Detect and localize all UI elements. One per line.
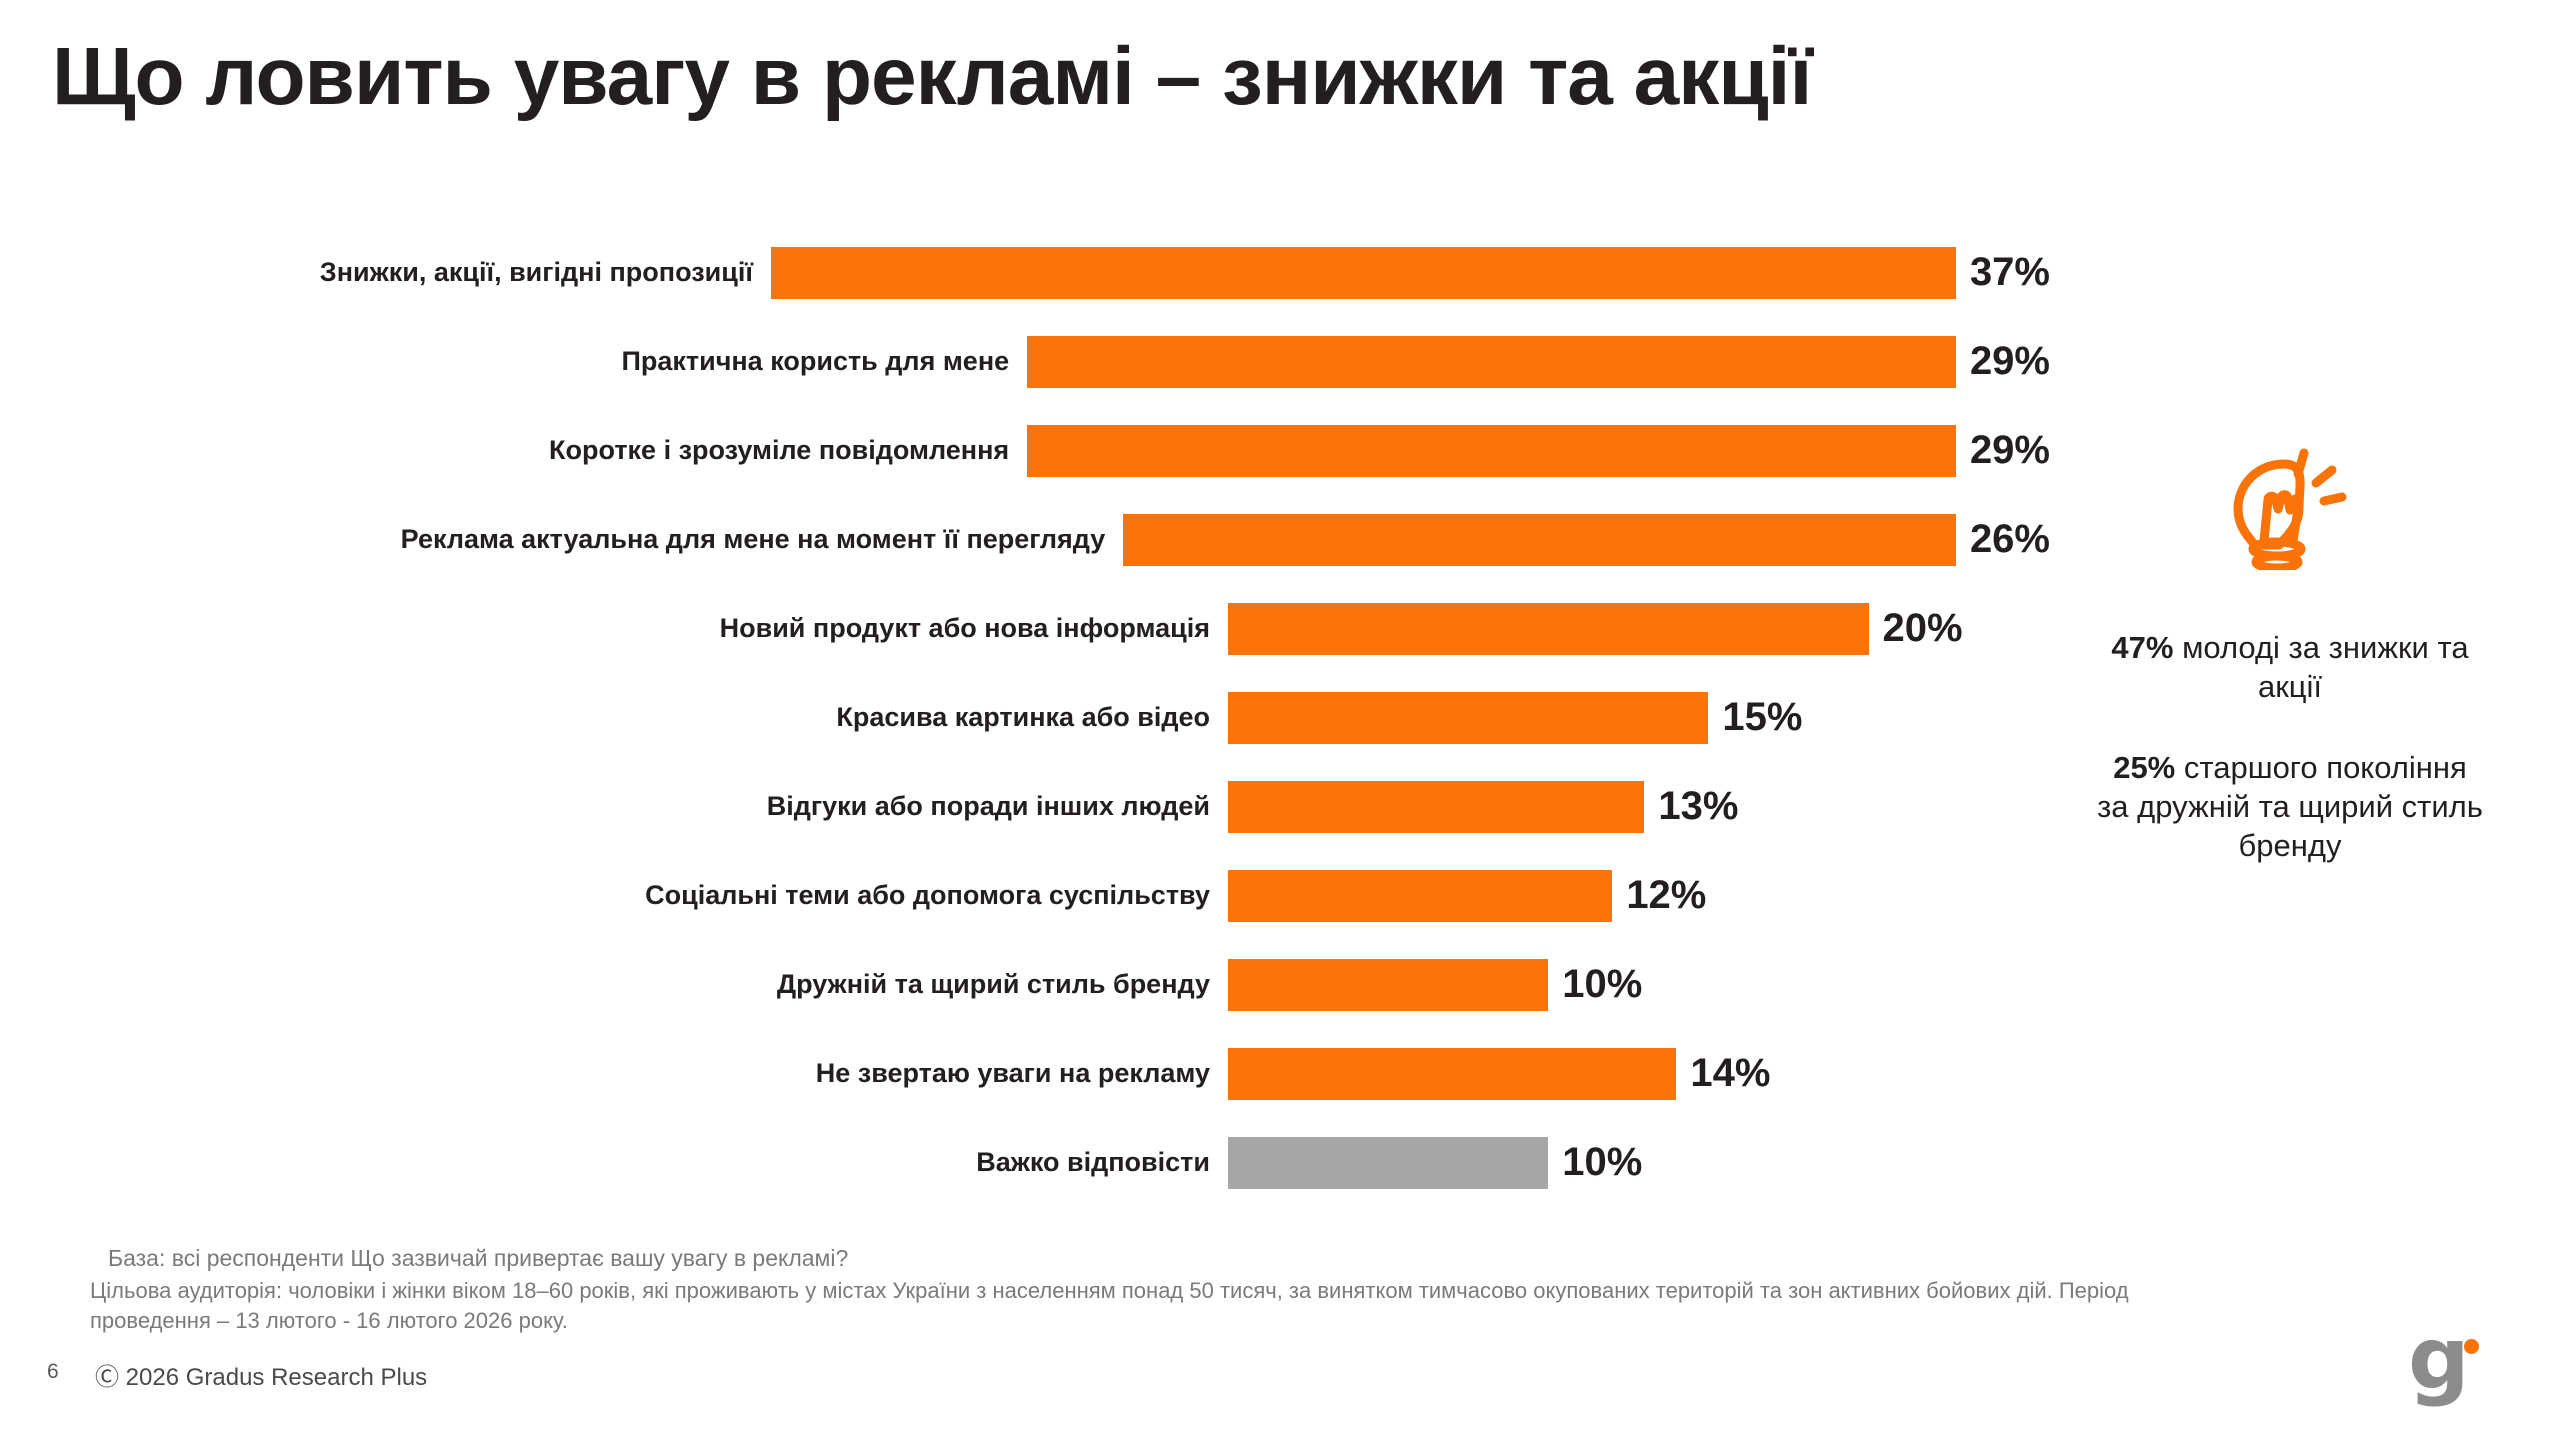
callout-item: 25% старшого покоління за дружній та щир… bbox=[2095, 748, 2485, 865]
callout-text: молоді за знижки та акції bbox=[2173, 630, 2469, 705]
chart-bar-value: 26% bbox=[1969, 517, 2050, 561]
chart-bar-wrap: 10% bbox=[1228, 1118, 2050, 1207]
chart-bar bbox=[1228, 1136, 1549, 1189]
chart-row-label: Коротке і зрозуміле повідомлення bbox=[549, 434, 1010, 465]
chart-row-label: Красива картинка або відео bbox=[836, 701, 1210, 732]
chart-bar-value: 29% bbox=[1969, 428, 2050, 472]
chart-bar-wrap: 15% bbox=[1228, 673, 2050, 762]
chart-row: Дружній та щирий стиль бренду 10% bbox=[0, 940, 2050, 1029]
chart-bar bbox=[1228, 958, 1549, 1011]
footnotes: База: всі респонденти Що зазвичай привер… bbox=[90, 1243, 2288, 1335]
chart-bar-wrap: 10% bbox=[1228, 940, 2050, 1029]
chart-row-label: Дружній та щирий стиль бренду bbox=[776, 968, 1210, 999]
chart-bar-value: 10% bbox=[1562, 962, 1643, 1006]
chart-row: Красива картинка або відео 15% bbox=[0, 673, 2050, 762]
callout-value: 25% bbox=[2113, 750, 2176, 786]
chart-row: Не звертаю уваги на рекламу 14% bbox=[0, 1029, 2050, 1118]
callout-text: старшого покоління за дружній та щирий с… bbox=[2097, 750, 2483, 864]
footnote-base: База: всі респонденти Що зазвичай привер… bbox=[108, 1245, 849, 1271]
chart-bar-value: 14% bbox=[1690, 1051, 1771, 1095]
chart-bar bbox=[1228, 780, 1645, 833]
gradus-logo: g bbox=[2408, 1316, 2498, 1405]
chart-row-label: Новий продукт або нова інформація bbox=[719, 612, 1210, 643]
chart-row: Важко відповісти 10% bbox=[0, 1118, 2050, 1207]
chart-bar bbox=[770, 246, 1956, 299]
insight-panel: 47% молоді за знижки та акції 25% старшо… bbox=[2095, 440, 2485, 907]
bar-chart: Знижки, акції, вигідні пропозиції 37% Прак… bbox=[0, 228, 2050, 1207]
chart-row-label: Практична користь для мене bbox=[621, 345, 1010, 376]
chart-bar-wrap: 37% bbox=[770, 228, 2050, 317]
chart-row-label: Соціальні теми або допомога суспільству bbox=[645, 879, 1210, 910]
chart-bar-value: 13% bbox=[1658, 784, 1739, 828]
chart-row: Соціальні теми або допомога суспільству 1… bbox=[0, 851, 2050, 940]
chart-bar-wrap: 29% bbox=[1027, 406, 2050, 495]
lightbulb-icon bbox=[2233, 448, 2347, 570]
chart-bar-wrap: 12% bbox=[1228, 851, 2050, 940]
chart-row-label: Знижки, акції, вигідні пропозиції bbox=[319, 256, 753, 287]
page-number: 6 bbox=[47, 1360, 59, 1383]
chart-bar bbox=[1228, 1047, 1677, 1100]
chart-bar-wrap: 26% bbox=[1123, 495, 2050, 584]
chart-bar-value: 29% bbox=[1969, 339, 2050, 383]
callout-item: 47% молоді за знижки та акції bbox=[2095, 628, 2485, 706]
chart-bar bbox=[1228, 869, 1613, 922]
chart-row: Відгуки або поради інших людей 13% bbox=[0, 762, 2050, 851]
chart-bar-value: 10% bbox=[1562, 1140, 1643, 1184]
chart-bar bbox=[1123, 513, 1956, 566]
footnote-audience: Цільова аудиторія: чоловіки і жінки віко… bbox=[90, 1278, 2129, 1333]
chart-row-label: Важко відповісти bbox=[976, 1146, 1210, 1177]
copyright-notice: Ⓒ 2026 Gradus Research Plus bbox=[95, 1364, 428, 1391]
logo-dot-icon bbox=[2464, 1339, 2479, 1354]
logo-letter: g bbox=[2408, 1309, 2470, 1409]
chart-bar-wrap: 13% bbox=[1228, 762, 2050, 851]
chart-row-label: Реклама актуальна для мене на момент її … bbox=[400, 523, 1106, 554]
page-title: Що ловить увагу в рекламі – знижки та ак… bbox=[52, 31, 1813, 122]
chart-row: Новий продукт або нова інформація 20% bbox=[0, 584, 2050, 673]
chart-row: Практична користь для мене 29% bbox=[0, 317, 2050, 406]
chart-bar-wrap: 20% bbox=[1228, 584, 2050, 673]
chart-bar-wrap: 29% bbox=[1027, 317, 2050, 406]
chart-bar-wrap: 14% bbox=[1228, 1029, 2050, 1118]
chart-row: Знижки, акції, вигідні пропозиції 37% bbox=[0, 228, 2050, 317]
chart-bar bbox=[1027, 335, 1956, 388]
chart-bar bbox=[1228, 691, 1709, 744]
chart-bar bbox=[1228, 602, 1869, 655]
chart-row: Реклама актуальна для мене на момент її … bbox=[0, 495, 2050, 584]
chart-row-label: Не звертаю уваги на рекламу bbox=[815, 1057, 1210, 1088]
chart-row: Коротке і зрозуміле повідомлення 29% bbox=[0, 406, 2050, 495]
chart-bar-value: 15% bbox=[1722, 695, 1803, 739]
chart-bar bbox=[1027, 424, 1956, 477]
chart-bar-value: 37% bbox=[1969, 250, 2050, 294]
chart-bar-value: 12% bbox=[1626, 873, 1707, 917]
callout-value: 47% bbox=[2111, 630, 2174, 665]
chart-row-label: Відгуки або поради інших людей bbox=[766, 790, 1210, 821]
chart-bar-value: 20% bbox=[1882, 606, 1963, 650]
